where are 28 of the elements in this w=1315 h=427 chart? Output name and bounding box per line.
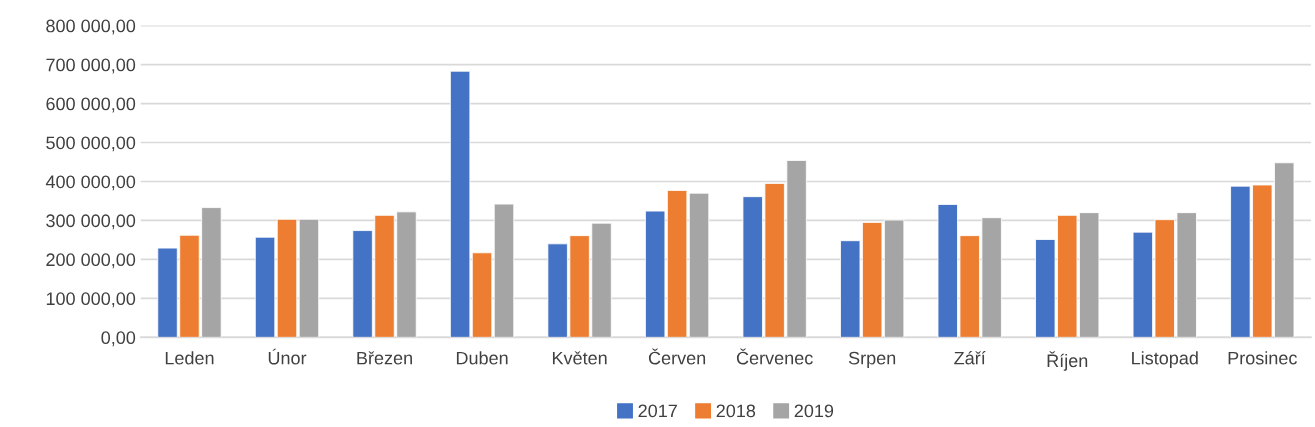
x-tick-label: Září: [954, 351, 986, 365]
x-tick-label: Květen: [552, 351, 607, 365]
bar: [254, 236, 276, 338]
x-tick-label: Leden: [165, 351, 214, 365]
x-tick-label: Červenec: [736, 348, 813, 365]
x-tick-label: Prosinec: [1228, 351, 1297, 365]
y-tick-label: 300 000,00: [46, 214, 136, 230]
bar: [276, 218, 298, 338]
x-tick-label: Březen: [357, 351, 412, 365]
bar: [298, 218, 320, 338]
y-tick-label: 400 000,00: [45, 175, 136, 191]
legend-label: 2019: [794, 404, 834, 418]
y-tick-label: 0,00: [101, 331, 136, 347]
legend-label: 2018: [716, 404, 756, 418]
bar: [493, 203, 515, 338]
y-tick-label: 800 000,00: [46, 19, 136, 35]
x-tick-label: Říjen: [1047, 351, 1088, 371]
y-tick-label: 600 000,00: [46, 97, 136, 113]
x-tick-label: Duben: [456, 351, 508, 365]
y-tick-label: 500 000,00: [46, 136, 136, 152]
x-tick-label: Únor: [268, 348, 307, 365]
x-tick-label: Červen: [648, 348, 706, 365]
y-tick-label: 700 000,00: [46, 58, 136, 74]
x-tick-label: Srpen: [848, 351, 896, 369]
y-tick-label: 100 000,00: [46, 292, 136, 308]
legend-label: 2017: [638, 404, 677, 418]
y-tick-label: 200 000,00: [46, 253, 136, 269]
x-tick-label: Listopad: [1132, 351, 1198, 369]
